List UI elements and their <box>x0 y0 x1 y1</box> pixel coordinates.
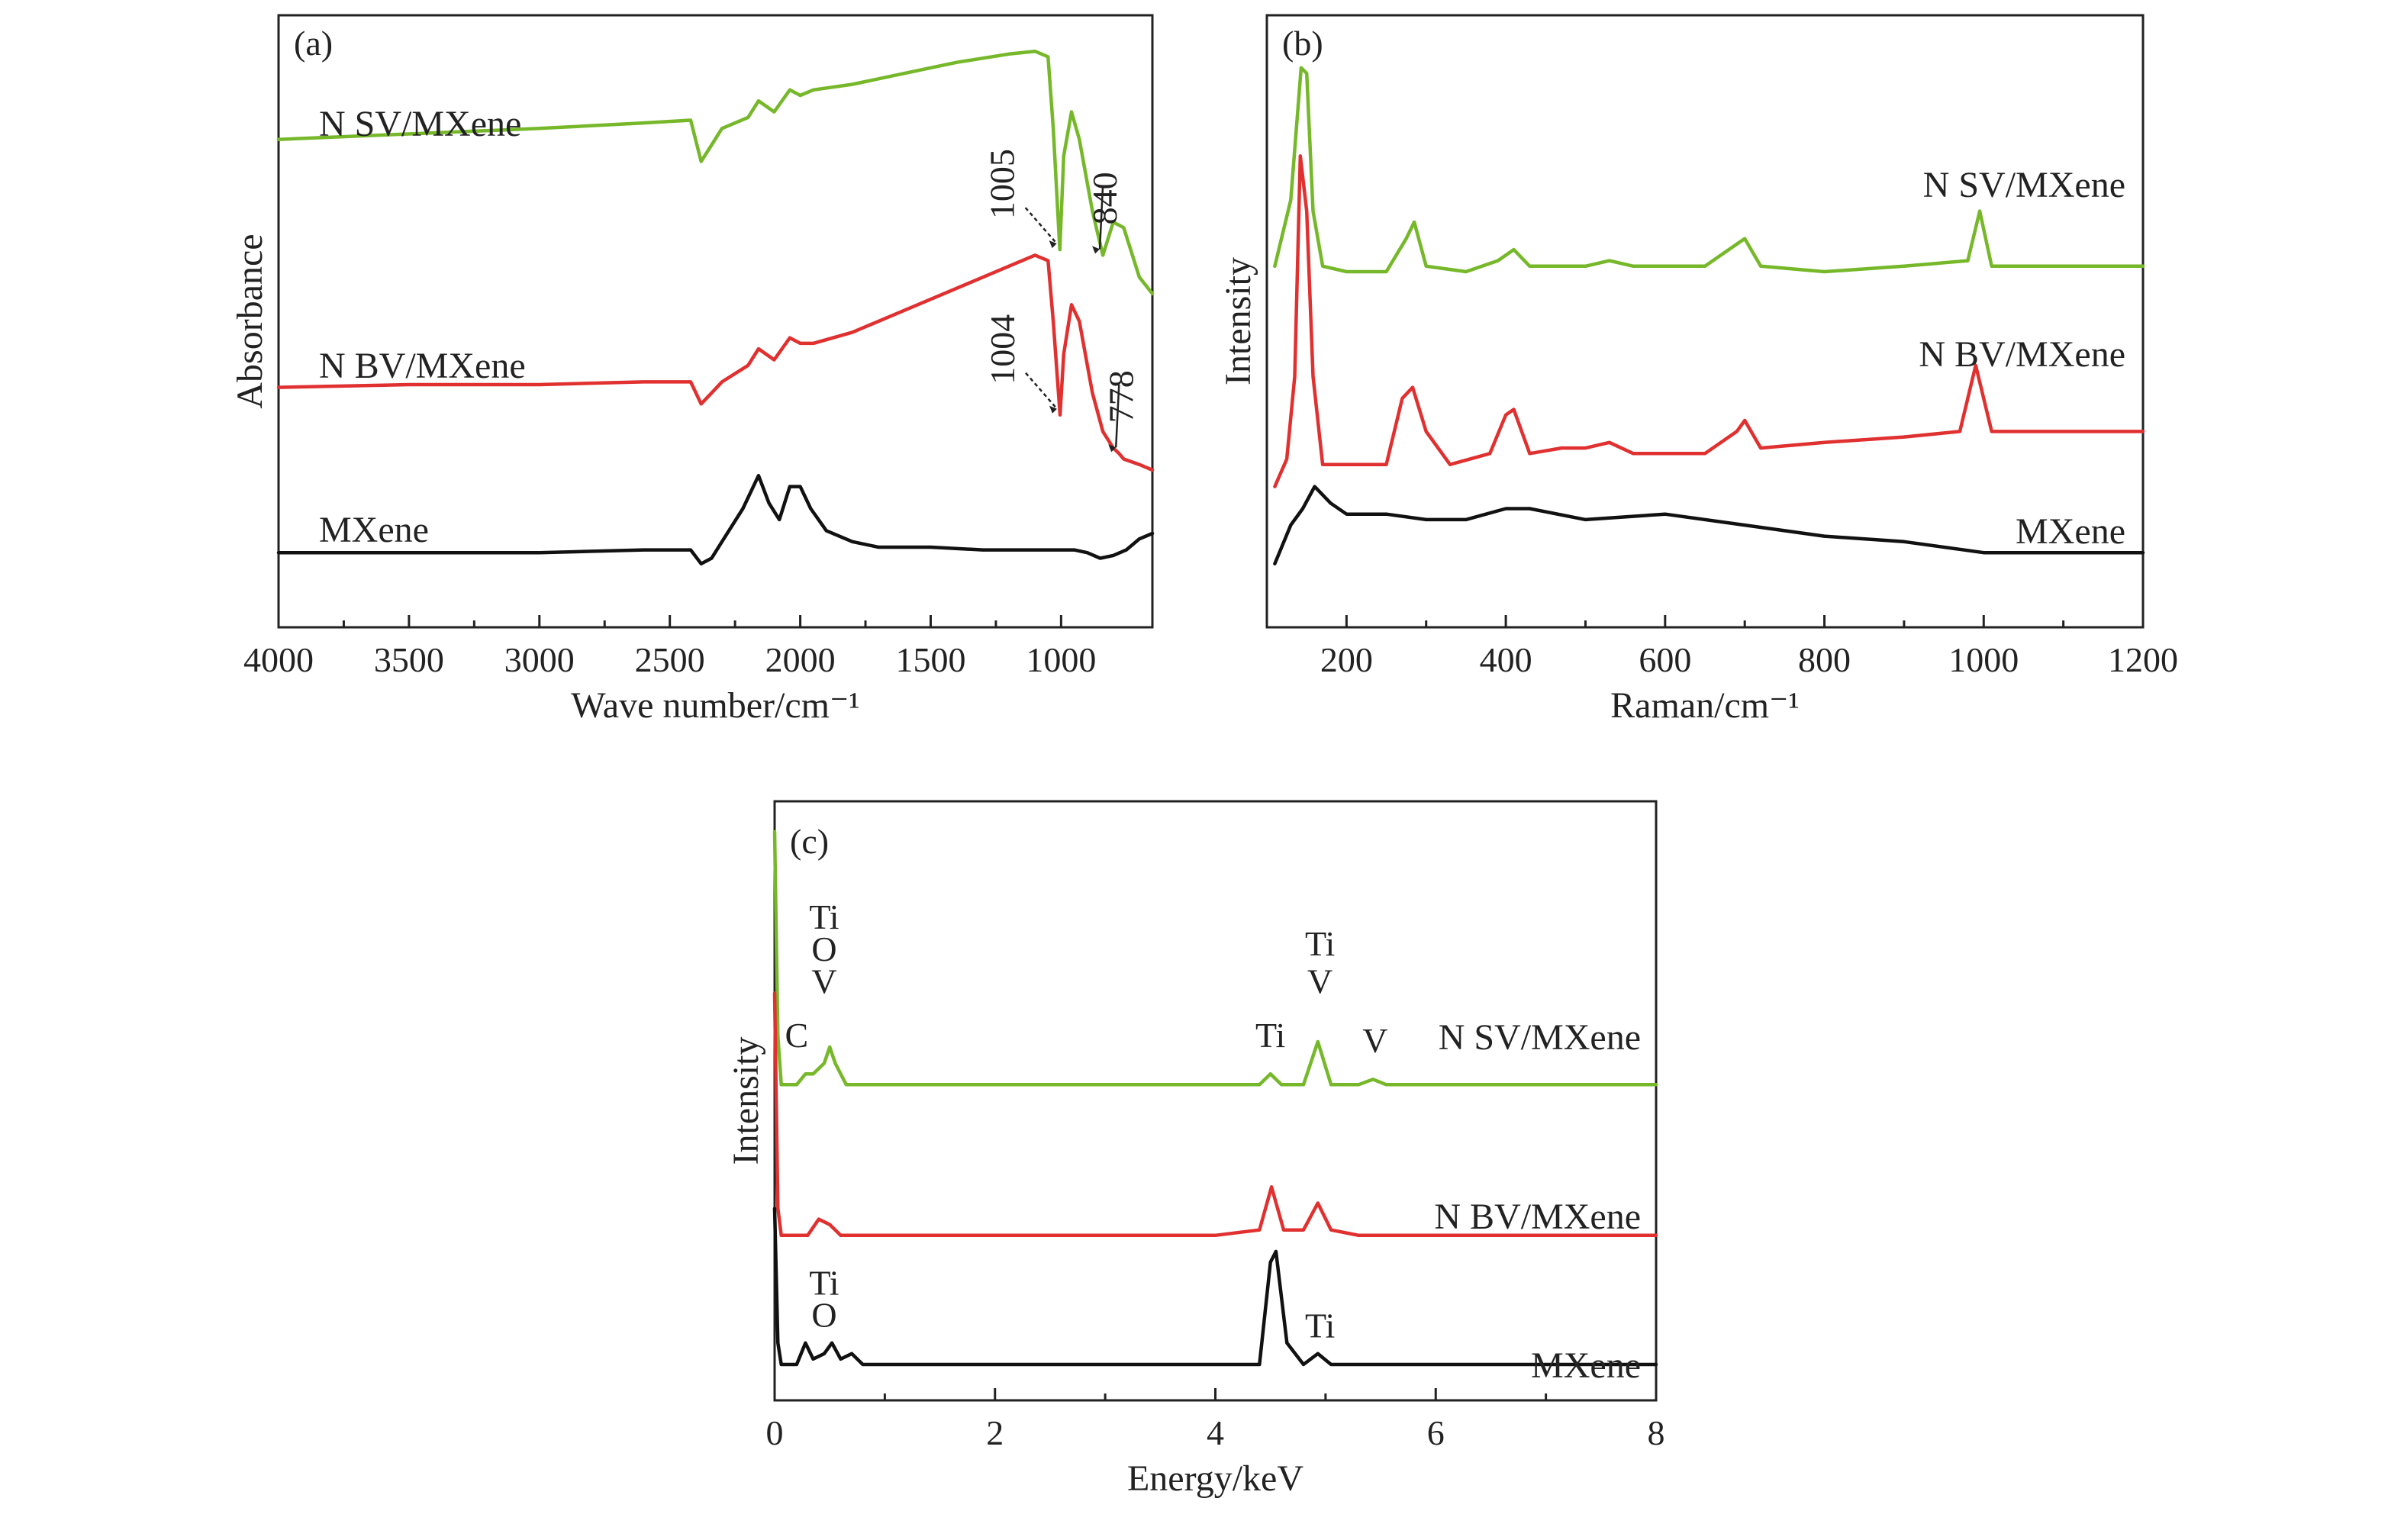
x-tick-label: 600 <box>1639 640 1691 679</box>
arrow-head <box>1092 246 1100 254</box>
peak-annotation: 1004 <box>983 314 1022 385</box>
x-axis-label: Energy/keV <box>1127 1458 1304 1499</box>
element-annotation: O <box>811 929 836 968</box>
chart-panel-2: 200 400 600 800 1000 1200 Raman/cm⁻¹ Intensity (… <box>1218 14 2178 726</box>
series-label: N SV/MXene <box>1439 1017 1641 1058</box>
plot-frame <box>773 800 1658 1402</box>
arrow-head <box>1049 405 1058 414</box>
element-annotation: Ti <box>809 897 839 936</box>
panel-label: (c) <box>790 822 829 861</box>
series-line-mxene <box>276 473 1155 565</box>
series-line-n-bv-mxene <box>276 253 1155 472</box>
annotation-arrow <box>1025 372 1058 410</box>
series-label: MXene <box>319 510 429 550</box>
series-line-n-sv-mxene <box>772 830 1658 1087</box>
element-annotation: V <box>811 962 836 1001</box>
x-tick-label: 1000 <box>1948 640 2019 679</box>
series-line-mxene <box>1273 485 2145 565</box>
arrow-head <box>1108 444 1117 453</box>
series-line-n-bv-mxene <box>772 991 1658 1238</box>
x-tick-label: 2500 <box>635 640 705 679</box>
x-tick-label: 8 <box>1648 1413 1665 1452</box>
series-line-n-sv-mxene <box>276 49 1155 296</box>
element-annotation: Ti <box>1305 1306 1335 1345</box>
x-tick-label: 400 <box>1480 640 1532 679</box>
series-label: N SV/MXene <box>319 104 521 144</box>
element-annotation: Ti <box>1305 924 1335 963</box>
x-tick-label: 200 <box>1320 640 1373 679</box>
series-label: N BV/MXene <box>319 346 526 386</box>
x-tick-label: 1200 <box>2108 640 2178 679</box>
plot-frame <box>1265 14 2145 629</box>
element-annotation: V <box>1307 962 1333 1001</box>
series-label: MXene <box>1531 1345 1641 1386</box>
x-tick-label: 3000 <box>504 640 575 679</box>
x-tick-label: 1000 <box>1026 640 1096 679</box>
x-tick-label: 2 <box>986 1413 1004 1452</box>
arrow-head <box>1049 240 1057 249</box>
x-tick-label: 4000 <box>243 640 314 679</box>
y-axis-label: Intensity <box>1218 257 1258 385</box>
peak-annotation: 778 <box>1101 370 1140 423</box>
series-line-mxene <box>772 1207 1658 1367</box>
plot-frame <box>277 14 1154 629</box>
series-label: N BV/MXene <box>1434 1197 1641 1237</box>
x-tick-label: 2000 <box>765 640 836 679</box>
element-annotation: Ti <box>1255 1016 1285 1055</box>
element-annotation: V <box>1362 1021 1387 1060</box>
x-tick-label: 3500 <box>374 640 444 679</box>
x-axis-label: Wave number/cm⁻¹ <box>571 685 859 726</box>
x-tick-label: 6 <box>1427 1413 1445 1452</box>
series-line-n-sv-mxene <box>1273 66 2145 274</box>
element-annotation: O <box>811 1296 836 1335</box>
x-axis-label: Raman/cm⁻¹ <box>1610 685 1800 726</box>
y-axis-label: Intensity <box>726 1037 766 1165</box>
series-label: N BV/MXene <box>1919 334 2125 375</box>
annotation-arrow <box>1098 186 1104 250</box>
x-tick-label: 1500 <box>895 640 965 679</box>
annotation-arrow <box>1115 385 1120 448</box>
chart-panel-3: 0 2 4 6 8 Energy/keV Intensity (c) N SV/MXene N B… <box>726 800 1665 1499</box>
series-label: MXene <box>2016 511 2125 552</box>
panel-label: (a) <box>294 24 333 63</box>
element-annotation: C <box>785 1016 809 1055</box>
annotation-arrow <box>1024 207 1058 244</box>
series-label: N SV/MXene <box>1923 165 2125 205</box>
x-tick-label: 0 <box>766 1413 784 1452</box>
element-annotation: Ti <box>809 1263 839 1302</box>
panel-label: (b) <box>1282 24 1323 63</box>
peak-annotation: 840 <box>1085 172 1124 224</box>
chart-panel-1: 4000 3500 3000 2500 2000 1500 1000 Wave number/… <box>230 14 1155 726</box>
x-tick-label: 4 <box>1207 1413 1224 1452</box>
series-line-n-bv-mxene <box>1273 154 2145 488</box>
y-axis-label: Absorbance <box>230 234 270 408</box>
peak-annotation: 1005 <box>983 149 1022 219</box>
x-tick-label: 800 <box>1798 640 1851 679</box>
